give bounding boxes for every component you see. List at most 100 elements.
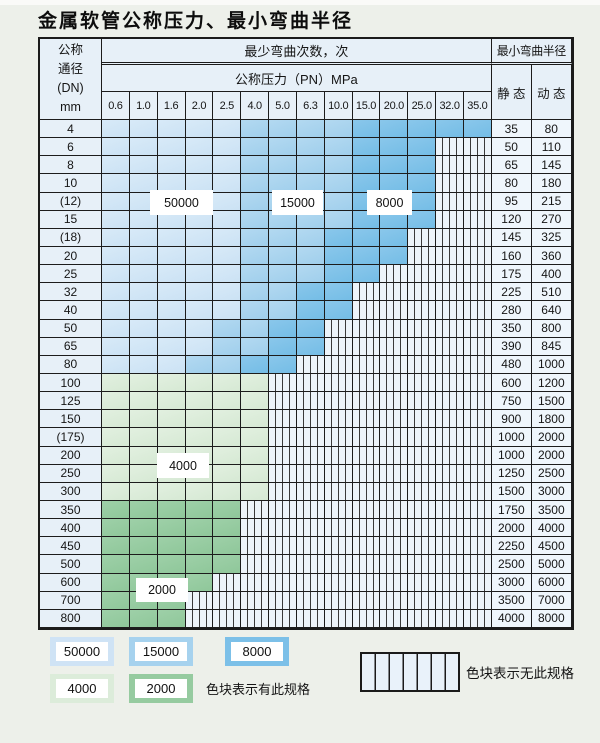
spec-cell xyxy=(129,392,158,411)
spec-cell xyxy=(436,373,464,393)
spec-cell xyxy=(185,355,214,374)
spec-cell xyxy=(157,283,186,302)
spec-cell xyxy=(436,392,464,411)
spec-cell xyxy=(296,138,325,157)
spec-cell xyxy=(296,355,325,374)
spec-cell xyxy=(463,428,492,447)
spec-cell xyxy=(463,337,492,356)
spec-cell xyxy=(185,392,214,411)
spec-cell xyxy=(102,537,130,556)
spec-cell xyxy=(157,228,186,247)
pressure-col-header: 10.0 xyxy=(324,92,353,120)
min-bend-cycles-header: 最少弯曲次数，次 xyxy=(102,39,492,65)
spec-cell xyxy=(102,156,130,175)
spec-cell xyxy=(436,120,464,139)
spec-cell xyxy=(463,609,492,628)
spec-cell xyxy=(408,319,437,338)
spec-cell xyxy=(129,500,158,520)
static-value-cell: 900 xyxy=(491,410,532,429)
spec-cell xyxy=(269,410,297,429)
spec-cell xyxy=(157,519,186,538)
spec-cell xyxy=(157,428,186,447)
min-bend-radius-header: 最小弯曲半径 xyxy=(491,39,572,65)
pressure-col-header: 6.3 xyxy=(296,92,325,120)
spec-cell xyxy=(463,555,492,574)
spec-cell xyxy=(157,355,186,374)
spec-cell xyxy=(129,138,158,157)
spec-cell xyxy=(463,156,492,175)
dynamic-value-cell: 640 xyxy=(531,301,572,320)
spec-cell xyxy=(352,428,381,447)
spec-cell xyxy=(269,428,297,447)
spec-cell xyxy=(436,519,464,538)
spec-cell xyxy=(269,355,297,374)
spec-cell xyxy=(241,500,270,520)
spec-cell xyxy=(129,482,158,501)
spec-cell xyxy=(408,609,437,628)
dn-cell: 800 xyxy=(40,609,102,628)
spec-cell xyxy=(408,337,437,356)
spec-cell xyxy=(241,446,270,465)
legend-chip-2000: 2000 xyxy=(129,674,193,703)
static-value-cell: 225 xyxy=(491,283,532,302)
spec-cell xyxy=(408,355,437,374)
dn-cell: 6 xyxy=(40,138,102,157)
dn-header-line: 公称 xyxy=(57,43,83,57)
spec-cell xyxy=(213,519,242,538)
spec-cell xyxy=(269,537,297,556)
spec-cell xyxy=(102,246,130,266)
spec-cell xyxy=(380,283,409,302)
dn-header-line: 通径 xyxy=(57,62,83,76)
static-value-cell: 95 xyxy=(491,192,532,211)
spec-cell xyxy=(324,482,353,501)
dn-cell: 25 xyxy=(40,265,102,284)
legend-row-green: 4000 2000 色块表示有此规格 xyxy=(50,674,310,703)
spec-cell xyxy=(269,138,297,157)
dynamic-value-cell: 7000 xyxy=(531,591,572,610)
static-value-cell: 1000 xyxy=(491,428,532,447)
spec-cell xyxy=(102,464,130,483)
spec-cell xyxy=(102,609,130,628)
static-value-cell: 480 xyxy=(491,355,532,374)
spec-cell xyxy=(213,283,242,302)
static-value-cell: 600 xyxy=(491,373,532,393)
static-value-cell: 3500 xyxy=(491,591,532,610)
dynamic-value-cell: 360 xyxy=(531,246,572,266)
pressure-col-header: 2.5 xyxy=(213,92,242,120)
spec-cell xyxy=(352,464,381,483)
spec-cell xyxy=(129,319,158,338)
spec-cell xyxy=(324,283,353,302)
spec-cell xyxy=(296,283,325,302)
spec-cell xyxy=(463,174,492,193)
spec-cell xyxy=(129,283,158,302)
static-value-cell: 160 xyxy=(491,246,532,266)
legend-chip-label: 2000 xyxy=(135,679,187,698)
spec-cell xyxy=(463,192,492,211)
legend-chip-label: 50000 xyxy=(56,642,108,661)
dn-cell: 350 xyxy=(40,500,102,520)
static-value-cell: 80 xyxy=(491,174,532,193)
spec-cell xyxy=(213,482,242,501)
spec-cell xyxy=(380,537,409,556)
dn-cell: 80 xyxy=(40,355,102,374)
spec-cell xyxy=(269,573,297,592)
spec-cell xyxy=(324,246,353,266)
spec-cell xyxy=(213,373,242,393)
dn-column-header: 公称 通径 (DN) mm xyxy=(40,39,102,120)
spec-cell xyxy=(463,591,492,610)
spec-cell xyxy=(213,138,242,157)
dynamic-value-cell: 510 xyxy=(531,283,572,302)
spec-cell xyxy=(352,228,381,247)
cycles-overlay-label: 8000 xyxy=(367,190,412,215)
spec-cell xyxy=(408,156,437,175)
spec-cell xyxy=(241,337,270,356)
spec-cell xyxy=(269,246,297,266)
dynamic-value-cell: 145 xyxy=(531,156,572,175)
dn-cell: 32 xyxy=(40,283,102,302)
spec-cell xyxy=(380,428,409,447)
spec-cell xyxy=(463,301,492,320)
spec-cell xyxy=(352,120,381,139)
no-spec-hatch-sample xyxy=(360,652,460,692)
spec-cell xyxy=(296,120,325,139)
spec-cell xyxy=(241,373,270,393)
